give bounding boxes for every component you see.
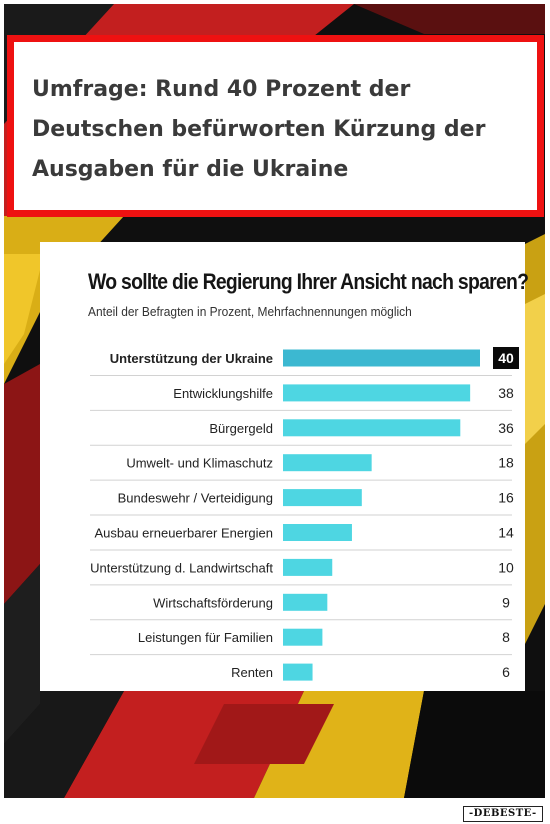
bar-chart: Unterstützung der Ukraine 40 Entwicklungsh…: [90, 347, 519, 681]
value-label: 10: [498, 559, 514, 575]
bar: [283, 384, 471, 402]
category-label: Entwicklungshilfe: [173, 386, 273, 401]
value-label: 8: [502, 629, 510, 645]
bar: [283, 558, 333, 576]
value-label: 14: [498, 525, 514, 541]
category-label: Bürgergeld: [209, 421, 273, 436]
category-label: Unterstützung der Ukraine: [110, 351, 273, 366]
value-label: 16: [498, 490, 514, 506]
value-label-badge: [493, 347, 519, 369]
chart-title: Wo sollte die Regierung Ihrer Ansicht na…: [88, 269, 529, 294]
value-label: 18: [498, 455, 514, 471]
bar: [283, 419, 461, 437]
value-label: 6: [502, 664, 510, 680]
chart-card: Wo sollte die Regierung Ihrer Ansicht na…: [40, 242, 529, 691]
value-label: 40: [498, 350, 514, 366]
category-label: Wirtschaftsförderung: [153, 595, 273, 610]
category-label: Ausbau erneuerbarer Energien: [94, 526, 273, 541]
category-label: Bundeswehr / Verteidigung: [118, 491, 273, 506]
category-label: Leistungen für Familien: [138, 630, 273, 645]
value-label: 9: [502, 594, 510, 610]
category-label: Unterstützung d. Landwirtschaft: [90, 560, 273, 575]
value-label: 36: [498, 420, 514, 436]
bar: [283, 663, 313, 681]
bar: [283, 593, 328, 611]
meme-image: Umfrage: Rund 40 Prozent der Deutschen b…: [4, 4, 545, 798]
category-label: Umwelt- und Klimaschutz: [126, 456, 273, 471]
bar: [283, 349, 480, 367]
bar: [283, 454, 372, 472]
category-label: Renten: [231, 665, 273, 680]
headline: Umfrage: Rund 40 Prozent der Deutschen b…: [32, 77, 486, 182]
headline-box: Umfrage: Rund 40 Prozent der Deutschen b…: [7, 35, 544, 217]
bar: [283, 489, 362, 507]
value-label: 38: [498, 385, 514, 401]
watermark-logo: -DEBESTE-: [463, 806, 543, 822]
bar: [283, 628, 323, 646]
chart-subtitle: Anteil der Befragten in Prozent, Mehrfac…: [88, 304, 412, 319]
bar: [283, 524, 352, 541]
